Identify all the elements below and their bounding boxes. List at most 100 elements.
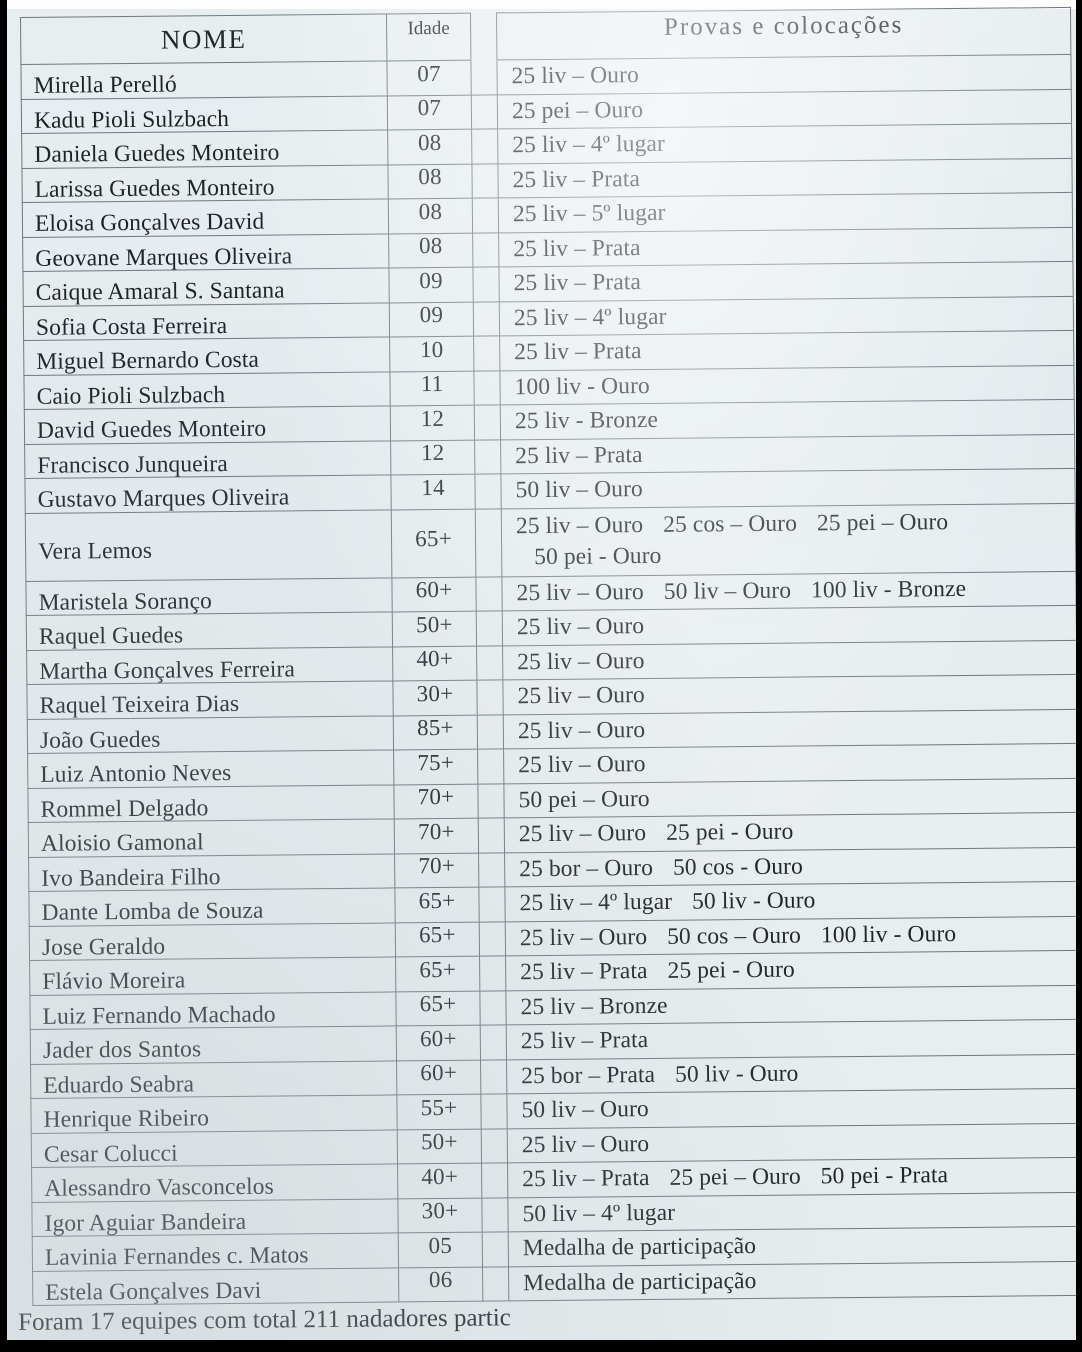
events-line: 50 pei – Ouro <box>518 780 1077 816</box>
cell-provas: 25 liv – Prata <box>497 157 1073 198</box>
event-result: Medalha de participação <box>522 1233 757 1262</box>
cell-nome: João Guedes <box>27 715 394 754</box>
events-line: 25 liv – Ouro 50 liv – Ouro 100 liv - Bron… <box>516 573 1075 609</box>
swimmer-age: 70+ <box>417 818 455 844</box>
events-wrap: 25 liv – Ouro <box>518 745 1077 781</box>
event-result: 25 liv – Prata <box>515 441 643 470</box>
cell-idade: 08 <box>388 232 473 268</box>
cell-spacer <box>476 610 503 646</box>
cell-spacer <box>474 439 501 475</box>
swimmer-age: 07 <box>417 60 441 86</box>
swimmer-age: 60+ <box>420 1060 458 1086</box>
cell-idade: 10 <box>389 336 474 372</box>
cell-nome: Igor Aguiar Bandeira <box>31 1198 399 1237</box>
cell-provas: 50 pei – Ouro <box>503 777 1079 818</box>
cell-nome: Ivo Bandeira Filho <box>28 853 395 892</box>
events-wrap: 25 liv - Bronze <box>515 401 1074 437</box>
cell-nome: Daniela Guedes Monteiro <box>21 129 388 168</box>
cell-idade: 55+ <box>396 1094 482 1130</box>
events-line: 25 bor – Prata 50 liv - Ouro <box>521 1056 1080 1092</box>
cell-spacer <box>473 370 501 406</box>
event-result: 25 liv – 4º lugar <box>512 131 665 159</box>
cell-provas: 25 liv - Bronze <box>500 399 1075 440</box>
events-line: 25 liv – Ouro <box>518 711 1077 747</box>
cell-nome: Aloisio Gamonal <box>28 818 395 857</box>
events-wrap: 25 liv – Bronze <box>520 987 1079 1023</box>
header-provas-colocacoes: Provas e colocações <box>496 7 1071 60</box>
cell-provas: 25 liv – Prata <box>506 1019 1081 1060</box>
swimmer-age: 09 <box>419 267 443 293</box>
cell-nome: Larissa Guedes Monteiro <box>21 164 389 203</box>
cell-provas: Medalha de participação <box>508 1260 1082 1301</box>
paper-sheet: NOME Idade Provas e colocações Mirella P… <box>6 7 1082 1341</box>
event-result: 50 liv – Ouro <box>521 1096 649 1124</box>
swimmer-name: Eloisa Gonçalves David <box>34 208 265 238</box>
events-wrap: 25 liv – 4º lugar 50 liv - Ouro <box>519 883 1078 919</box>
event-result: 25 liv – 4º lugar <box>519 889 673 917</box>
cell-spacer <box>476 645 503 681</box>
cell-idade: 70+ <box>394 818 479 854</box>
cell-idade: 07 <box>387 94 472 130</box>
cell-idade: 60+ <box>391 576 477 612</box>
cell-idade: 30+ <box>397 1197 483 1233</box>
cell-provas: 25 liv – Ouro 50 liv – Ouro 100 liv - Bron… <box>501 570 1077 611</box>
events-line: 25 liv – 4º lugar <box>514 298 1073 334</box>
cell-nome: Geovane Marques Oliveira <box>22 233 389 272</box>
swimmer-name: Flávio Moreira <box>42 967 186 996</box>
cell-idade: 11 <box>389 370 475 406</box>
swimmer-age: 40+ <box>421 1163 459 1189</box>
results-table-container: NOME Idade Provas e colocações Mirella P… <box>20 7 1082 1306</box>
cell-nome: Martha Gonçalves Ferreira <box>26 646 393 685</box>
cell-nome: Eloisa Gonçalves David <box>22 198 389 238</box>
swimmer-age: 08 <box>418 198 443 224</box>
swimmer-name: Rommel Delgado <box>40 794 209 823</box>
swimmer-name: Caique Amaral S. Santana <box>35 277 285 307</box>
events-wrap: 100 liv - Ouro <box>514 367 1073 403</box>
results-table: NOME Idade Provas e colocações Mirella P… <box>20 7 1082 1306</box>
event-result: 25 liv – Prata <box>514 338 642 366</box>
event-result: 25 liv – Prata <box>522 1165 650 1193</box>
events-line: Medalha de participação <box>523 1228 1082 1264</box>
swimmer-age: 50+ <box>420 1129 458 1155</box>
cell-idade: 09 <box>388 267 474 303</box>
cell-nome: Kadu Pioli Sulzbach <box>21 95 388 134</box>
events-line: 25 liv – Ouro <box>517 642 1076 678</box>
cell-provas: 25 liv – Prata <box>499 330 1074 371</box>
events-line: 25 liv – 5º lugar <box>513 194 1072 230</box>
cell-provas: 25 liv – Prata 25 pei – Ouro 50 pei - Prat… <box>507 1157 1082 1198</box>
swimmer-name: Jader dos Santos <box>42 1036 202 1065</box>
cell-nome: Caique Amaral S. Santana <box>22 267 390 307</box>
event-result: 50 pei - Prata <box>820 1162 949 1190</box>
events-line: 25 liv – Prata 25 pei - Ouro <box>520 952 1079 988</box>
event-result: 50 cos - Ouro <box>672 853 804 881</box>
events-wrap: 25 liv – Prata <box>513 229 1072 265</box>
cell-provas: 25 liv – Bronze <box>505 984 1081 1025</box>
cell-spacer <box>478 852 505 888</box>
cell-idade: 30+ <box>392 680 478 716</box>
cell-nome: Caio Pioli Sulzbach <box>23 371 391 410</box>
cell-provas: 25 liv – Ouro <box>503 708 1078 749</box>
swimmer-name: Luiz Antonio Neves <box>40 760 232 789</box>
event-result: 25 pei - Ouro <box>667 956 795 985</box>
events-wrap: 25 liv – Ouro <box>522 1125 1081 1161</box>
swimmer-age: 11 <box>420 371 444 397</box>
events-wrap: 25 liv – Ouro <box>517 676 1076 712</box>
cell-idade: 60+ <box>396 1059 481 1095</box>
cell-provas: 25 liv – 4º lugar 50 liv - Ouro <box>504 881 1080 922</box>
events-line: 25 liv – 4º lugar <box>512 125 1071 161</box>
swimmer-age: 65+ <box>418 887 456 913</box>
cell-nome: Maristela Soranço <box>25 577 393 616</box>
cell-provas: Medalha de participação <box>508 1226 1082 1267</box>
cell-nome: Cesar Colucci <box>31 1129 398 1168</box>
cell-provas: 25 liv – Prata <box>498 226 1073 267</box>
cell-idade: 70+ <box>394 852 479 888</box>
swimmer-age: 07 <box>417 95 442 121</box>
swimmer-name: Geovane Marques Oliveira <box>35 243 293 272</box>
cell-spacer <box>472 232 499 268</box>
swimmer-name: João Guedes <box>39 726 161 754</box>
cell-idade: 09 <box>389 301 474 337</box>
swimmer-name: Alessandro Vasconcelos <box>44 1173 274 1203</box>
swimmer-age: 60+ <box>419 1025 457 1051</box>
photo-top-strip <box>0 0 1082 9</box>
event-result: 100 liv - Ouro <box>514 372 650 401</box>
